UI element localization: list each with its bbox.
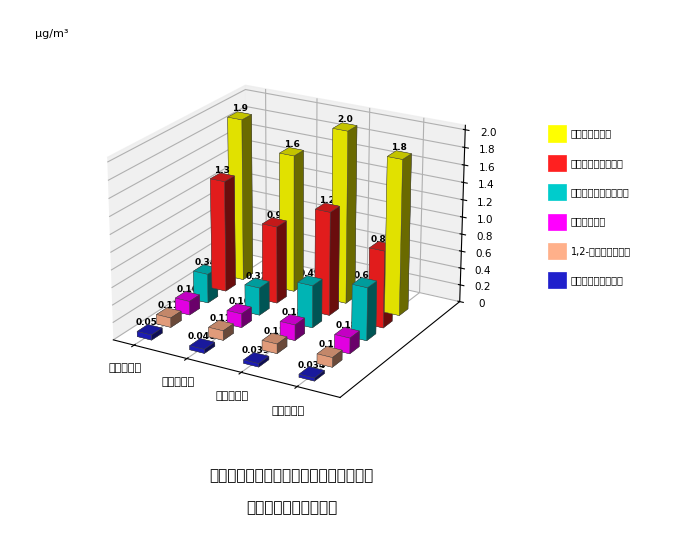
Text: 1,2-ジクロロエタン: 1,2-ジクロロエタン	[570, 246, 631, 256]
Text: テトラクロロエチレン: テトラクロロエチレン	[570, 187, 629, 197]
Text: （有機塩素系化合物）: （有機塩素系化合物）	[246, 501, 337, 516]
Text: ジクロロメタン: ジクロロメタン	[570, 129, 611, 138]
Text: μg/m³: μg/m³	[35, 29, 68, 40]
Text: トリクロロエチレン: トリクロロエチレン	[570, 158, 623, 168]
Text: クロロホルム: クロロホルム	[570, 217, 606, 226]
Text: 塩化ビニルモノマー: 塩化ビニルモノマー	[570, 276, 623, 285]
Text: 平成２１年度有害大気汚染物質年平均値: 平成２１年度有害大気汚染物質年平均値	[210, 469, 373, 484]
